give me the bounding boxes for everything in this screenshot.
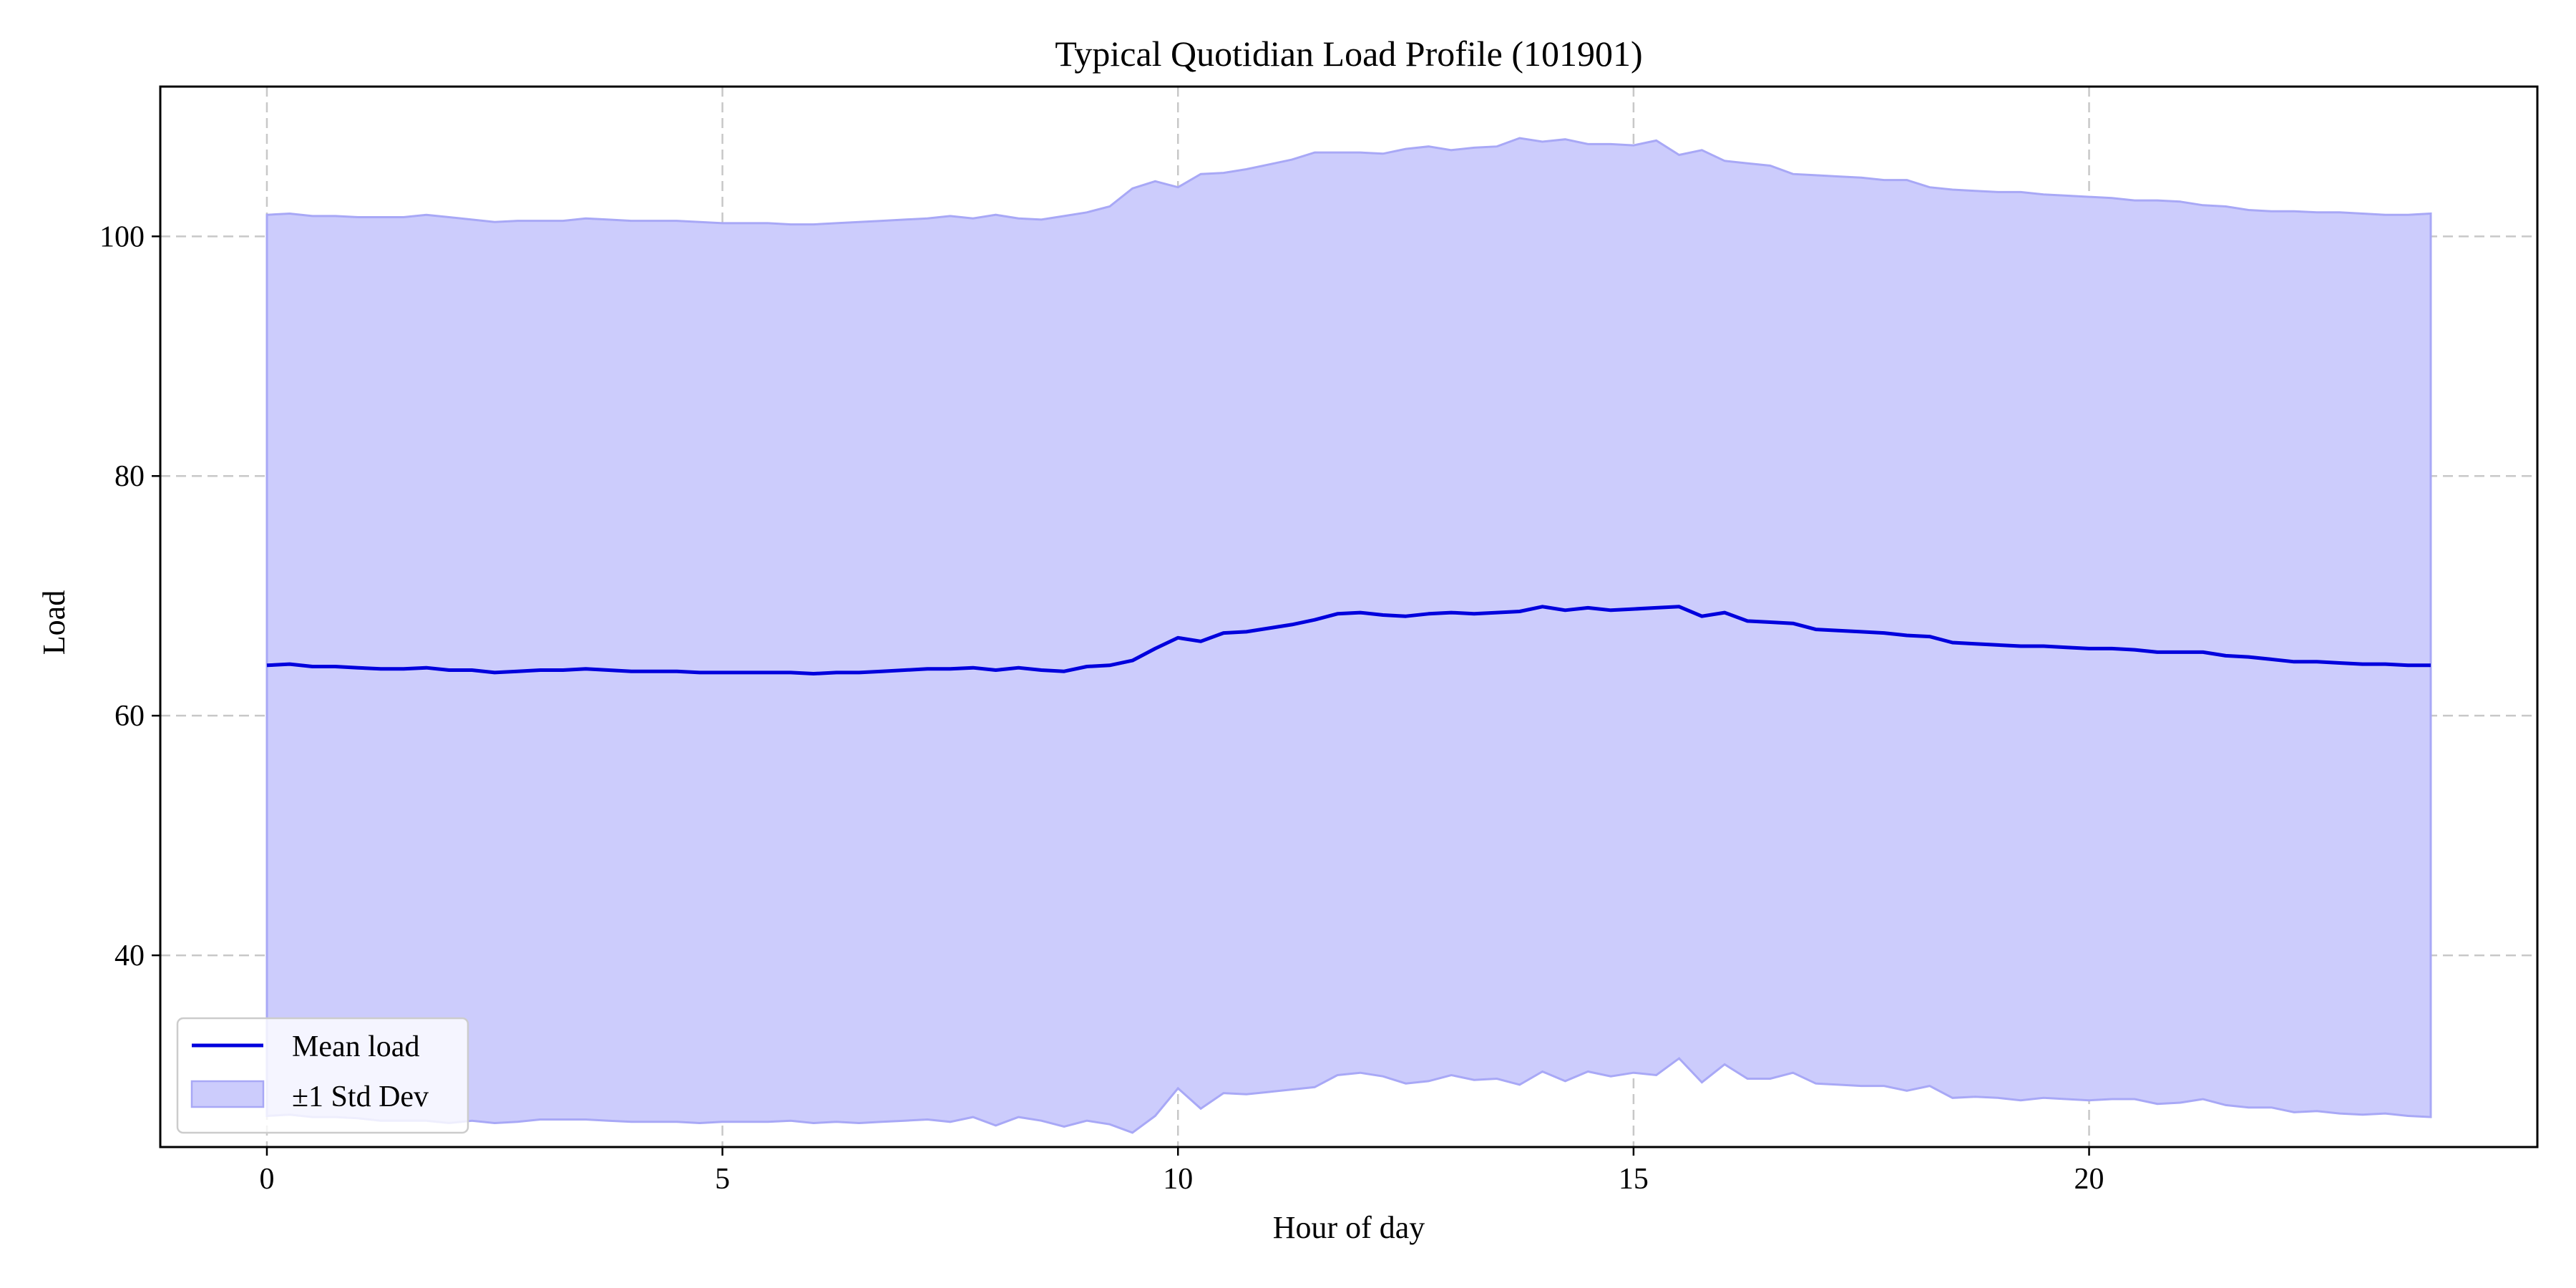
- std-dev-band-area: [265, 137, 2432, 1134]
- x-tick-label: 15: [1619, 1163, 1649, 1196]
- std-dev-band: [265, 137, 2432, 1134]
- mean-load-line: [266, 605, 2431, 675]
- axis-ticks: 0 5 10 15 20 40 60 80 100: [99, 220, 2104, 1196]
- legend-mean-load-label: Mean load: [292, 1030, 419, 1063]
- y-tick-label: 60: [114, 700, 145, 733]
- legend-std-dev-label: ±1 Std Dev: [292, 1080, 429, 1113]
- mean-load-series: [266, 605, 2431, 675]
- x-axis-label: Hour of day: [1273, 1210, 1425, 1245]
- chart-title: Typical Quotidian Load Profile (101901): [1055, 34, 1642, 74]
- legend-std-dev-swatch: [190, 1080, 265, 1108]
- legend: Mean load ±1 Std Dev: [176, 1017, 469, 1134]
- x-tick-label: 5: [715, 1163, 730, 1196]
- y-tick-label: 40: [114, 940, 145, 972]
- x-tick-label: 10: [1163, 1163, 1193, 1196]
- y-axis-label: Load: [36, 590, 72, 655]
- x-tick-label: 0: [259, 1163, 274, 1196]
- y-tick-label: 100: [99, 220, 145, 253]
- x-tick-label: 20: [2074, 1163, 2104, 1196]
- plot-frame: [159, 85, 2539, 1148]
- y-tick-label: 80: [114, 460, 145, 493]
